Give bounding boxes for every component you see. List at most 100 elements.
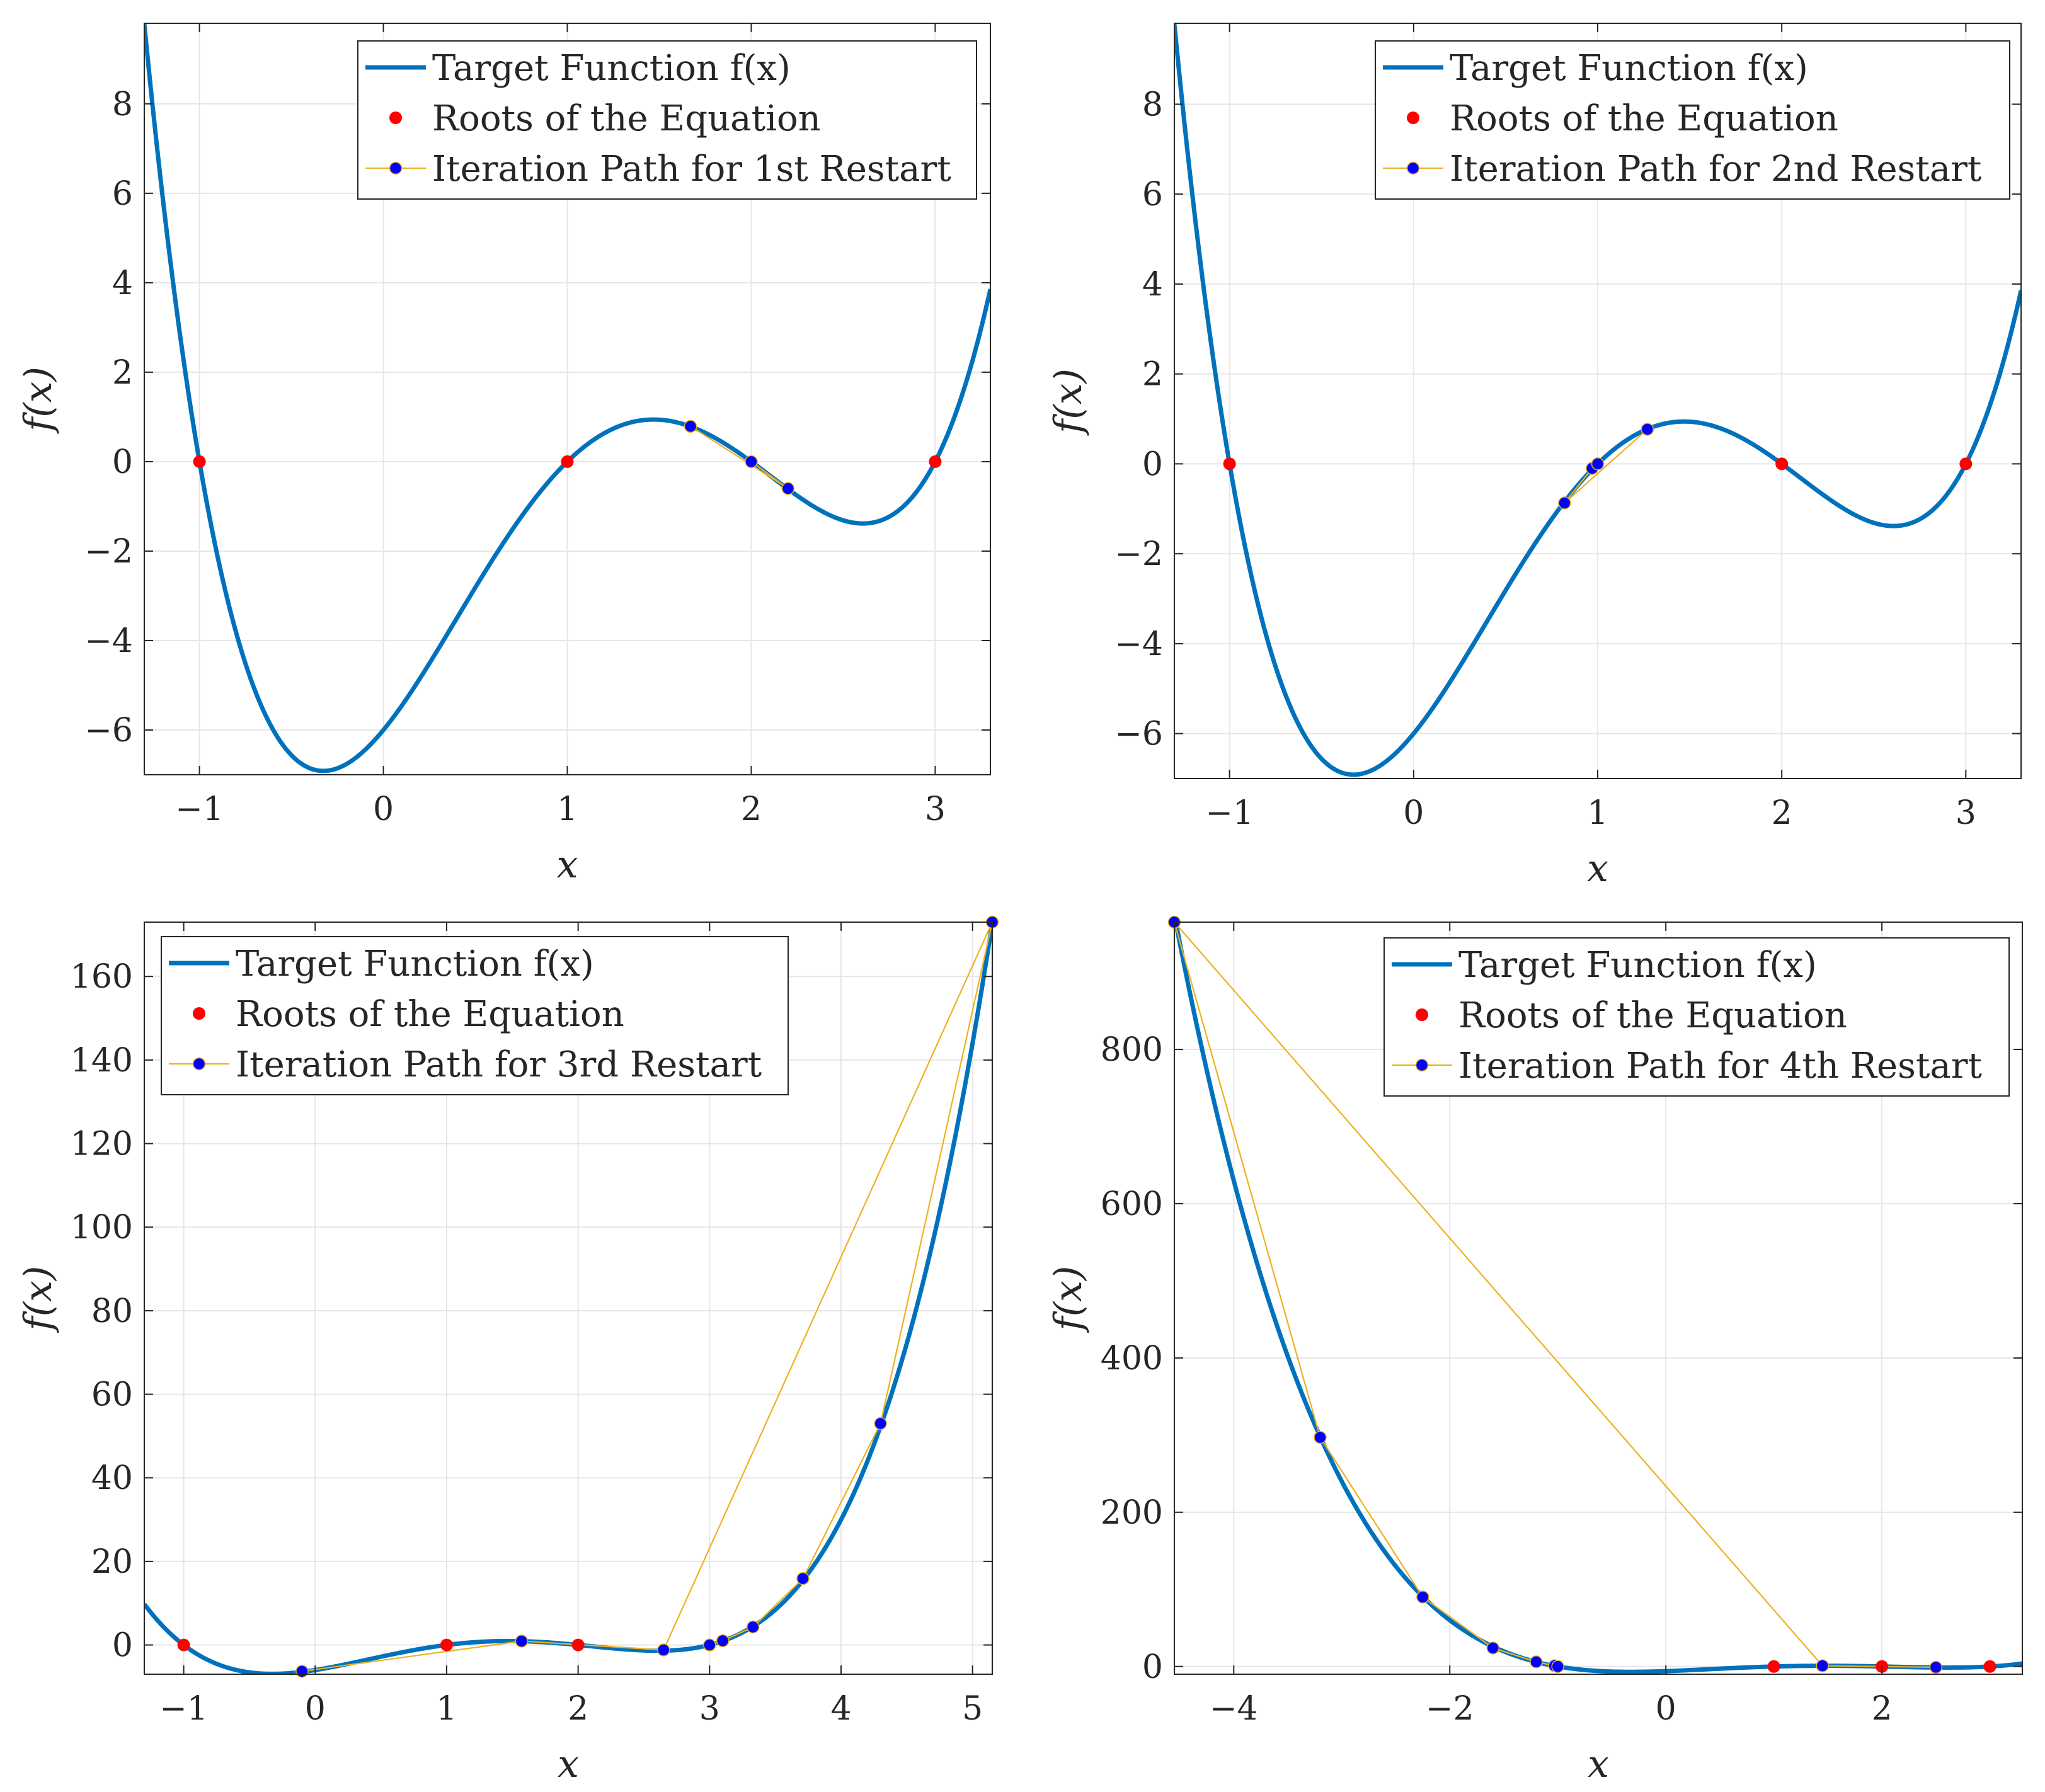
legend-label: Iteration Path for 2nd Restart bbox=[1450, 149, 1982, 190]
iteration-point bbox=[874, 1417, 887, 1430]
root-point bbox=[1223, 457, 1236, 471]
root-point bbox=[929, 455, 942, 468]
y-tick-label: 160 bbox=[71, 958, 133, 996]
x-tick-label: 5 bbox=[962, 1690, 983, 1728]
y-tick-label: 0 bbox=[112, 443, 133, 481]
y-tick-label: 100 bbox=[71, 1209, 133, 1247]
legend-label: Roots of the Equation bbox=[432, 98, 821, 139]
legend-swatch-root bbox=[389, 111, 402, 124]
root-point bbox=[1767, 1660, 1780, 1673]
y-axis-label: f(x) bbox=[16, 367, 60, 434]
legend-label: Roots of the Equation bbox=[1450, 98, 1838, 139]
x-tick-label: 2 bbox=[1872, 1690, 1893, 1728]
y-tick-label: −2 bbox=[84, 533, 133, 571]
y-tick-label: 4 bbox=[1142, 266, 1163, 304]
iteration-point bbox=[1486, 1641, 1500, 1655]
iteration-point bbox=[1530, 1655, 1543, 1669]
x-tick-label: −1 bbox=[159, 1690, 208, 1728]
axes-box bbox=[144, 922, 993, 1675]
root-point bbox=[440, 1638, 453, 1652]
y-axis-label: f(x) bbox=[1046, 368, 1091, 436]
y-tick-label: 40 bbox=[91, 1459, 133, 1497]
x-axis-label: x bbox=[557, 843, 578, 887]
y-tick-label: −4 bbox=[84, 622, 133, 660]
iteration-point bbox=[515, 1635, 529, 1648]
iteration-point bbox=[1558, 496, 1571, 510]
iteration-point bbox=[1816, 1659, 1830, 1672]
root-point bbox=[193, 455, 206, 468]
legend-label: Target Function f(x) bbox=[1458, 945, 1817, 986]
iteration-point bbox=[1416, 1590, 1429, 1604]
panel-top-left: −1 0 1 2 3 −6 −4 −2 0 2 4 6 8 x f(x) Target Function f(… bbox=[16, 23, 991, 887]
iteration-point bbox=[1929, 1660, 1943, 1674]
x-tick-label: 3 bbox=[1956, 794, 1976, 832]
iteration-point bbox=[746, 1620, 760, 1634]
y-tick-label: 400 bbox=[1101, 1340, 1163, 1378]
x-tick-label: 4 bbox=[830, 1690, 851, 1728]
x-axis-label: x bbox=[1587, 847, 1608, 891]
root-point bbox=[1775, 457, 1789, 471]
y-tick-label: 60 bbox=[91, 1376, 133, 1414]
iteration-point bbox=[657, 1643, 670, 1657]
legend-label: Roots of the Equation bbox=[236, 994, 624, 1035]
x-axis-label: x bbox=[1588, 1742, 1609, 1786]
x-tick-label: −4 bbox=[1210, 1690, 1258, 1728]
root-point bbox=[1959, 457, 1973, 471]
x-tick-label: 3 bbox=[699, 1690, 720, 1728]
y-tick-label: 8 bbox=[112, 86, 133, 123]
x-tick-label: 2 bbox=[568, 1690, 588, 1728]
y-tick-label: 120 bbox=[71, 1126, 133, 1163]
iteration-point bbox=[1641, 423, 1654, 436]
y-tick-label: −6 bbox=[84, 712, 133, 750]
iteration-point bbox=[796, 1572, 810, 1585]
x-tick-label: −1 bbox=[175, 790, 224, 828]
y-axis-label: f(x) bbox=[16, 1266, 60, 1333]
x-tick-label: 0 bbox=[1656, 1690, 1676, 1728]
x-tick-label: 3 bbox=[925, 790, 946, 828]
legend: Target Function f(x) Roots of the Equatio… bbox=[1375, 40, 2010, 200]
panel-bottom-right: −4 −2 0 2 0 200 400 600 800 x f(x) Target Function … bbox=[1046, 915, 2023, 1786]
x-axis-label: x bbox=[558, 1742, 579, 1786]
panel-bottom-left: −1 0 1 2 3 4 5 0 20 40 60 80 100 120 140 160 x f(x) Target… bbox=[16, 915, 999, 1786]
x-tick-label: −2 bbox=[1426, 1690, 1474, 1728]
y-tick-label: 0 bbox=[112, 1627, 133, 1665]
x-tick-label: 0 bbox=[1403, 794, 1424, 832]
iteration-point bbox=[745, 455, 758, 469]
iteration-point bbox=[684, 419, 697, 433]
y-tick-label: 80 bbox=[91, 1293, 133, 1330]
legend: Target Function f(x) Roots of the Equatio… bbox=[161, 936, 789, 1095]
y-tick-label: −6 bbox=[1114, 716, 1163, 753]
iteration-point bbox=[1551, 1660, 1564, 1674]
x-tick-label: −1 bbox=[1205, 794, 1254, 832]
y-tick-label: 2 bbox=[1142, 356, 1163, 394]
x-tick-label: 0 bbox=[373, 790, 394, 828]
x-tick-label: 2 bbox=[1772, 794, 1792, 832]
legend-label: Iteration Path for 4th Restart bbox=[1458, 1046, 1983, 1087]
y-tick-label: 600 bbox=[1101, 1185, 1163, 1223]
x-tick-label: 1 bbox=[436, 1690, 457, 1728]
panel-top-right: −1 0 1 2 3 −6 −4 −2 0 2 4 6 8 x f(x) Target Function f(… bbox=[1046, 23, 2022, 891]
y-tick-label: −2 bbox=[1114, 535, 1163, 573]
legend-box bbox=[161, 936, 789, 1095]
legend-swatch-path-marker bbox=[1406, 161, 1420, 175]
legend-swatch-root bbox=[1416, 1008, 1428, 1021]
y-tick-label: 8 bbox=[1142, 86, 1163, 123]
iteration-point bbox=[1591, 457, 1605, 471]
y-tick-label: 800 bbox=[1101, 1031, 1163, 1069]
iteration-point bbox=[781, 482, 795, 495]
x-tick-label: 2 bbox=[741, 790, 762, 828]
legend-swatch-path-marker bbox=[192, 1057, 206, 1071]
y-tick-label: 200 bbox=[1101, 1494, 1163, 1532]
y-tick-label: 0 bbox=[1142, 1648, 1163, 1686]
legend-label: Roots of the Equation bbox=[1458, 995, 1847, 1036]
iteration-point bbox=[703, 1638, 716, 1652]
legend-box bbox=[357, 40, 977, 200]
y-tick-label: 2 bbox=[112, 354, 133, 392]
axes-box bbox=[1174, 922, 2023, 1675]
y-tick-label: 4 bbox=[112, 265, 133, 302]
x-tick-label: 1 bbox=[1587, 794, 1608, 832]
y-tick-label: 140 bbox=[71, 1042, 133, 1080]
legend-label: Target Function f(x) bbox=[1450, 48, 1808, 89]
legend: Target Function f(x) Roots of the Equatio… bbox=[1383, 937, 2010, 1097]
